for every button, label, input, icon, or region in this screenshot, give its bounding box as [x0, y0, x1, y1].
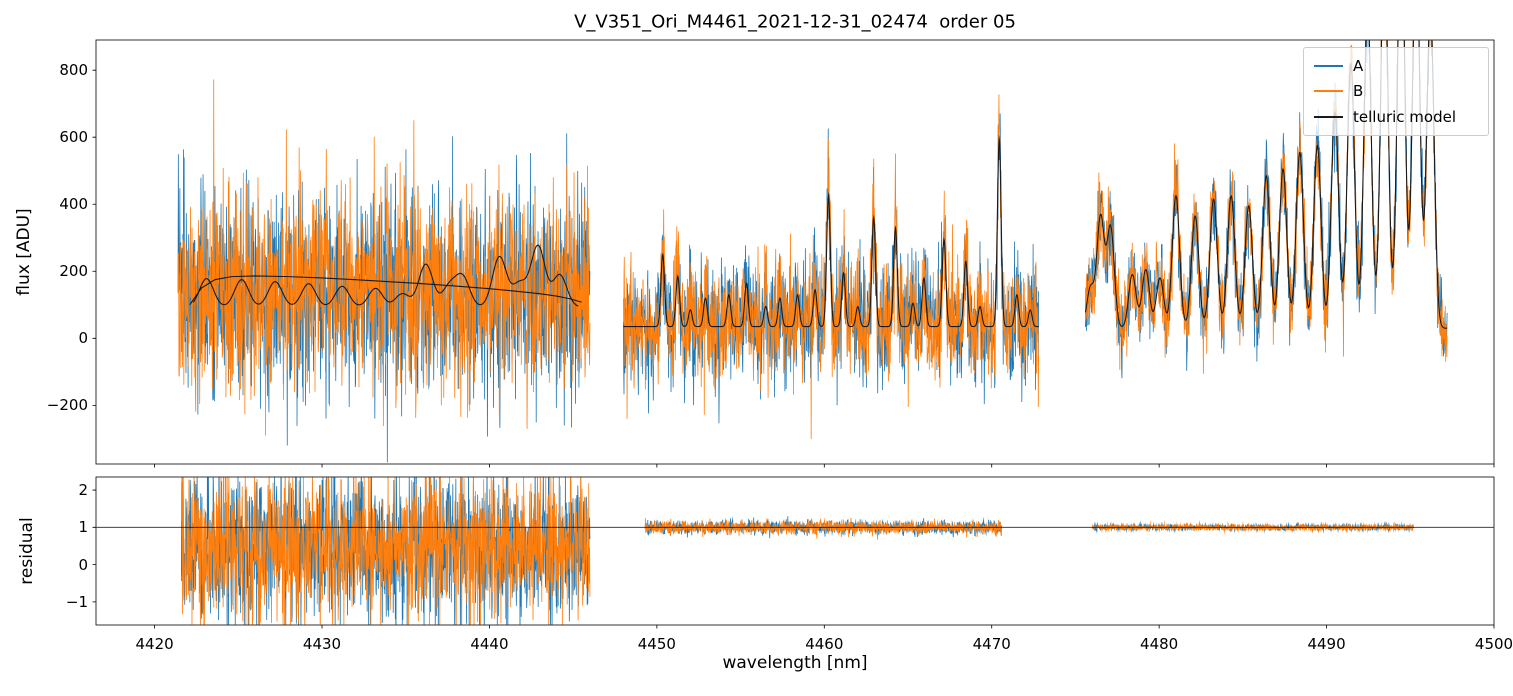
flux-y-tick-label: −200 — [46, 396, 88, 415]
residual-y-tick-label: 1 — [78, 518, 88, 537]
x-tick-label: 4420 — [135, 635, 174, 653]
legend-line-swatch — [1314, 90, 1343, 93]
residual-y-tick-label: 0 — [78, 555, 88, 574]
plot-title: V_V351_Ori_M4461_2021-12-31_02474 order … — [574, 11, 1016, 33]
x-tick-label: 4470 — [972, 635, 1011, 653]
x-tick-label: 4500 — [1474, 635, 1513, 653]
residual-axis-label: residual — [17, 517, 37, 585]
legend-line-swatch — [1314, 116, 1343, 119]
flux-y-tick-label: 400 — [59, 195, 88, 214]
legend-entry: telluric model — [1314, 108, 1478, 126]
legend-line-swatch — [1314, 64, 1343, 67]
flux-y-tick-label: 600 — [59, 128, 88, 147]
x-tick-label: 4480 — [1140, 635, 1179, 653]
legend-label: telluric model — [1353, 108, 1457, 127]
legend-entry: A — [1314, 57, 1478, 75]
x-tick-label: 4440 — [470, 635, 509, 653]
residual-y-tick-label: −1 — [65, 592, 88, 611]
x-tick-label: 4490 — [1307, 635, 1346, 653]
x-tick-label: 4450 — [637, 635, 676, 653]
x-tick-label: 4460 — [805, 635, 844, 653]
flux-y-tick-label: 800 — [59, 61, 88, 80]
flux-y-tick-label: 0 — [78, 329, 88, 348]
residual-y-tick-label: 2 — [78, 481, 88, 500]
flux-axis-label: flux [ADU] — [14, 208, 34, 296]
wavelength-axis-label: wavelength [nm] — [722, 653, 868, 673]
flux-y-tick-label: 200 — [59, 262, 88, 281]
legend-entry: B — [1314, 82, 1478, 100]
legend-label: B — [1353, 82, 1364, 101]
x-tick-label: 4430 — [302, 635, 342, 653]
legend-label: A — [1353, 56, 1364, 75]
